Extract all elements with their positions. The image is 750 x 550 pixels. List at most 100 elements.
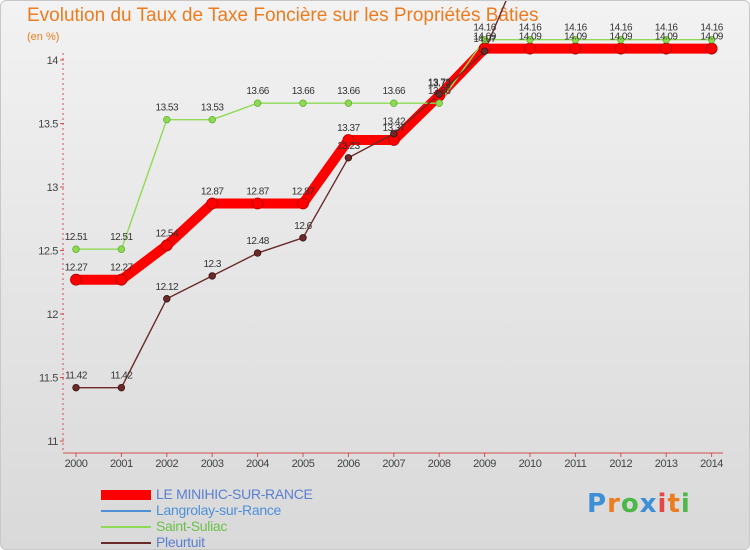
logo-letter: i <box>657 489 668 519</box>
data-label: 11.42 <box>65 371 88 382</box>
data-label: 14.16 <box>700 23 723 34</box>
data-label: 13.53 <box>156 103 179 114</box>
x-tick-label: 2000 <box>65 458 88 470</box>
data-point <box>390 99 398 107</box>
data-point <box>208 272 216 280</box>
data-label: 12.48 <box>246 236 269 247</box>
y-tick-label: 12 <box>47 309 59 321</box>
data-point <box>660 42 673 55</box>
legend: LE MINIHIC-SUR-RANCE Langrolay-sur-Rance S… <box>101 486 421 550</box>
legend-label: Saint-Suliac <box>156 518 228 534</box>
data-point <box>299 99 307 107</box>
data-label: 14.16 <box>655 23 678 34</box>
legend-swatch <box>101 542 151 544</box>
data-point <box>253 249 262 257</box>
x-tick-label: 2010 <box>519 458 542 470</box>
x-tick-label: 2002 <box>155 458 178 470</box>
proxiti-logo: Proxiti <box>587 489 691 519</box>
logo-letter: P <box>587 489 608 519</box>
x-tick-label: 2012 <box>609 458 632 470</box>
data-label: 14.09 <box>655 32 678 43</box>
data-point <box>344 99 353 107</box>
data-label: 13.66 <box>428 86 451 97</box>
data-point <box>617 35 625 44</box>
data-label: 14.07 <box>473 34 496 45</box>
data-label: 13.66 <box>292 86 315 97</box>
data-label: 13.66 <box>337 86 360 97</box>
legend-label: Pleurtuit <box>156 534 205 550</box>
data-point <box>72 383 80 392</box>
data-point <box>160 239 173 252</box>
logo-letter: o <box>620 489 640 519</box>
data-point <box>70 273 82 286</box>
data-label: 14.16 <box>610 23 633 34</box>
data-label: 13.53 <box>201 103 224 114</box>
data-label: 11.42 <box>111 371 134 382</box>
y-tick-label: 13.5 <box>38 119 58 131</box>
data-point <box>163 295 171 303</box>
data-point <box>251 197 264 210</box>
data-label: 12.87 <box>201 187 224 198</box>
data-label: 13.72 <box>428 79 451 90</box>
data-point <box>253 99 262 107</box>
legend-swatch <box>101 510 151 512</box>
x-tick-label: 2011 <box>564 458 586 470</box>
x-tick-label: 2013 <box>655 458 678 470</box>
data-label: 13.37 <box>337 123 360 134</box>
legend-item: LE MINIHIC-SUR-RANCE <box>101 486 421 503</box>
logo-letter: i <box>680 489 691 519</box>
data-label: 14.16 <box>473 23 496 34</box>
data-point <box>526 35 534 44</box>
x-tick-label: 2008 <box>428 458 451 470</box>
y-tick-label: 14 <box>47 55 59 67</box>
data-point <box>480 47 489 55</box>
y-tick-label: 12.5 <box>38 246 58 258</box>
data-point <box>297 197 309 210</box>
data-label: 14.09 <box>564 32 587 43</box>
data-point <box>208 115 216 124</box>
data-label: 12.87 <box>246 187 269 198</box>
data-point <box>163 115 171 124</box>
data-label: 14.09 <box>700 32 723 43</box>
data-point <box>705 42 718 55</box>
y-tick-label: 13 <box>47 182 59 194</box>
data-label: 13.42 <box>383 117 406 128</box>
data-point <box>662 35 670 44</box>
legend-swatch <box>101 490 151 500</box>
x-tick-label: 2001 <box>110 458 133 470</box>
data-label: 13.73 <box>428 77 451 88</box>
y-tick-label: 11 <box>47 436 58 448</box>
data-point <box>524 42 536 55</box>
data-point <box>117 383 126 392</box>
y-tick-label: 14.5 <box>38 1 58 4</box>
data-label: 13.66 <box>383 86 406 97</box>
data-point <box>117 245 126 253</box>
data-label: 14.16 <box>519 23 542 34</box>
logo-letter: x <box>639 489 658 519</box>
data-point <box>435 99 443 107</box>
data-label: 12.27 <box>110 263 133 274</box>
chart-subtitle: (en %) <box>27 31 60 43</box>
x-tick-label: 2009 <box>473 458 496 470</box>
data-point <box>614 42 627 55</box>
data-label: 12.3 <box>203 259 221 270</box>
y-tick-label: 11.5 <box>39 373 58 385</box>
data-label: 14.09 <box>519 32 542 43</box>
data-point <box>72 245 80 253</box>
x-tick-label: 2006 <box>337 458 360 470</box>
data-point <box>390 129 398 138</box>
data-label: 14.09 <box>473 32 496 43</box>
logo-letter: t <box>667 489 681 519</box>
data-label: 13.23 <box>337 141 360 152</box>
logo-letter: r <box>607 489 621 519</box>
x-tick-label: 2005 <box>292 458 315 470</box>
x-tick-label: 2007 <box>382 458 405 470</box>
data-label: 12.54 <box>156 228 179 239</box>
data-label: 13.37 <box>383 123 406 134</box>
data-point <box>707 35 716 44</box>
data-point <box>206 197 219 210</box>
data-point <box>115 273 128 286</box>
x-tick-label: 2003 <box>201 458 224 470</box>
